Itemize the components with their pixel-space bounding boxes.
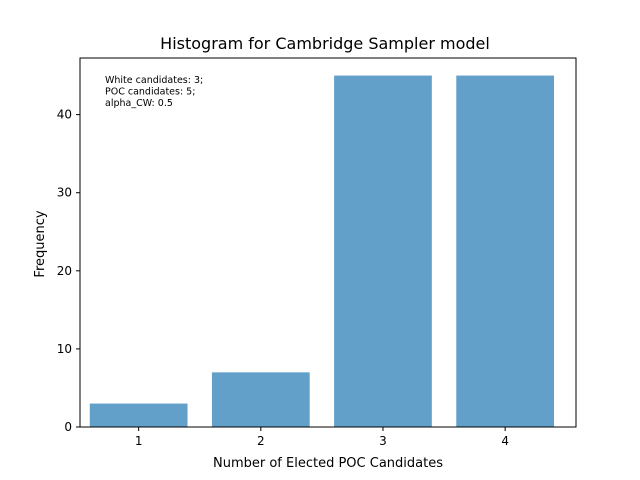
- x-tick-label-1: 1: [135, 434, 143, 448]
- y-axis-label: Frequency: [33, 210, 48, 277]
- bars-group: [89, 75, 555, 428]
- plot-frame: [79, 57, 577, 428]
- y-tick-label-20: 20: [57, 264, 72, 278]
- bar-4: [456, 75, 555, 428]
- bar-2: [211, 372, 310, 427]
- x-tick-label-2: 2: [257, 434, 265, 448]
- y-tick-label-30: 30: [57, 186, 72, 200]
- bar-3: [334, 75, 432, 428]
- y-tick-label-0: 0: [64, 420, 72, 434]
- y-axis-ticks: 0 10 20 30 40: [57, 108, 80, 434]
- annotation-line-white: White candidates: 3;: [105, 75, 203, 86]
- y-tick-label-40: 40: [57, 108, 72, 122]
- x-tick-label-3: 3: [379, 434, 387, 448]
- annotation-text: White candidates: 3; POC candidates: 5; …: [105, 75, 206, 109]
- x-axis-ticks: 1 2 3 4: [135, 427, 509, 448]
- bar-1: [89, 403, 188, 427]
- x-axis-label: Number of Elected POC Candidates: [213, 456, 443, 471]
- annotation-line-poc: POC candidates: 5;: [105, 87, 195, 98]
- annotation-line-alpha: alpha_CW: 0.5: [105, 98, 173, 109]
- y-tick-label-10: 10: [57, 342, 72, 356]
- x-tick-label-4: 4: [501, 434, 509, 448]
- chart-title: Histogram for Cambridge Sampler model: [160, 34, 490, 53]
